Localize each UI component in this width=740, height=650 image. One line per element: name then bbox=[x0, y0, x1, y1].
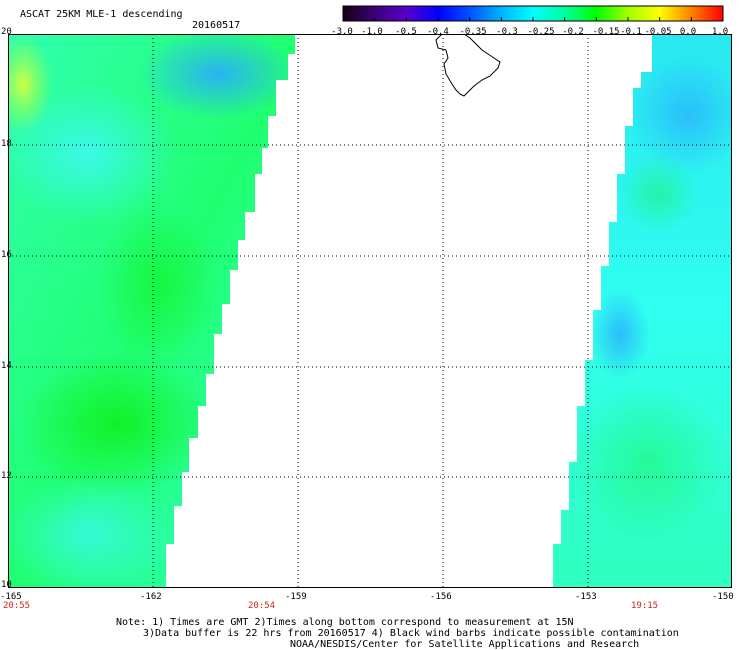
colorbar-label: -0.4 bbox=[427, 27, 449, 37]
map-plot bbox=[8, 34, 732, 588]
lon-label: -159 bbox=[285, 592, 307, 602]
colorbar-label: -0.05 bbox=[644, 27, 672, 37]
lat-label: 18 bbox=[1, 139, 12, 149]
note-line-3: NOAA/NESDIS/Center for Satellite Applica… bbox=[290, 639, 640, 650]
time-label: 19:15 bbox=[631, 601, 659, 611]
right-swath bbox=[553, 34, 732, 588]
lon-label: -156 bbox=[430, 592, 452, 602]
colorbar-label: -0.25 bbox=[527, 27, 555, 37]
colorbar-label: -0.1 bbox=[620, 27, 642, 37]
left-swath bbox=[8, 34, 295, 588]
map-date: 20160517 bbox=[192, 20, 241, 31]
lat-label: 14 bbox=[1, 361, 12, 371]
colorbar-label: -0.5 bbox=[395, 27, 417, 37]
colorbar bbox=[342, 5, 724, 22]
colorbar-label: -0.35 bbox=[459, 27, 487, 37]
map-frame bbox=[8, 34, 732, 588]
lat-label: 10 bbox=[1, 580, 12, 590]
colorbar-labels: -3.0 -1.0 -0.5 -0.4 -0.35 -0.3 -0.25 -0.… bbox=[330, 27, 740, 39]
note-line-1: Note: 1) Times are GMT 2)Times along bot… bbox=[116, 617, 574, 628]
lat-label: 20 bbox=[1, 27, 12, 37]
note-line-2: 3)Data buffer is 22 hrs from 20160517 4)… bbox=[143, 628, 679, 639]
colorbar-label: -3.0 bbox=[331, 27, 353, 37]
colorbar-label: 0.0 bbox=[679, 27, 697, 37]
colorbar-label: 1.0 bbox=[711, 27, 729, 37]
lat-label: 16 bbox=[1, 250, 12, 260]
colorbar-label: -0.15 bbox=[592, 27, 620, 37]
lon-label: -153 bbox=[575, 592, 597, 602]
time-label: 20:55 bbox=[3, 601, 31, 611]
lat-label: 12 bbox=[1, 471, 12, 481]
lon-label: -150 bbox=[712, 592, 734, 602]
lon-label: -162 bbox=[140, 592, 162, 602]
island-coastline bbox=[435, 34, 501, 97]
grid-lines bbox=[8, 34, 732, 588]
colorbar-label: -0.3 bbox=[496, 27, 518, 37]
colorbar-label: -0.2 bbox=[562, 27, 584, 37]
map-title: ASCAT 25KM MLE-1 descending bbox=[20, 9, 183, 20]
colorbar-label: -1.0 bbox=[361, 27, 383, 37]
lon-label: -165 bbox=[0, 592, 22, 602]
time-label: 20:54 bbox=[248, 601, 276, 611]
